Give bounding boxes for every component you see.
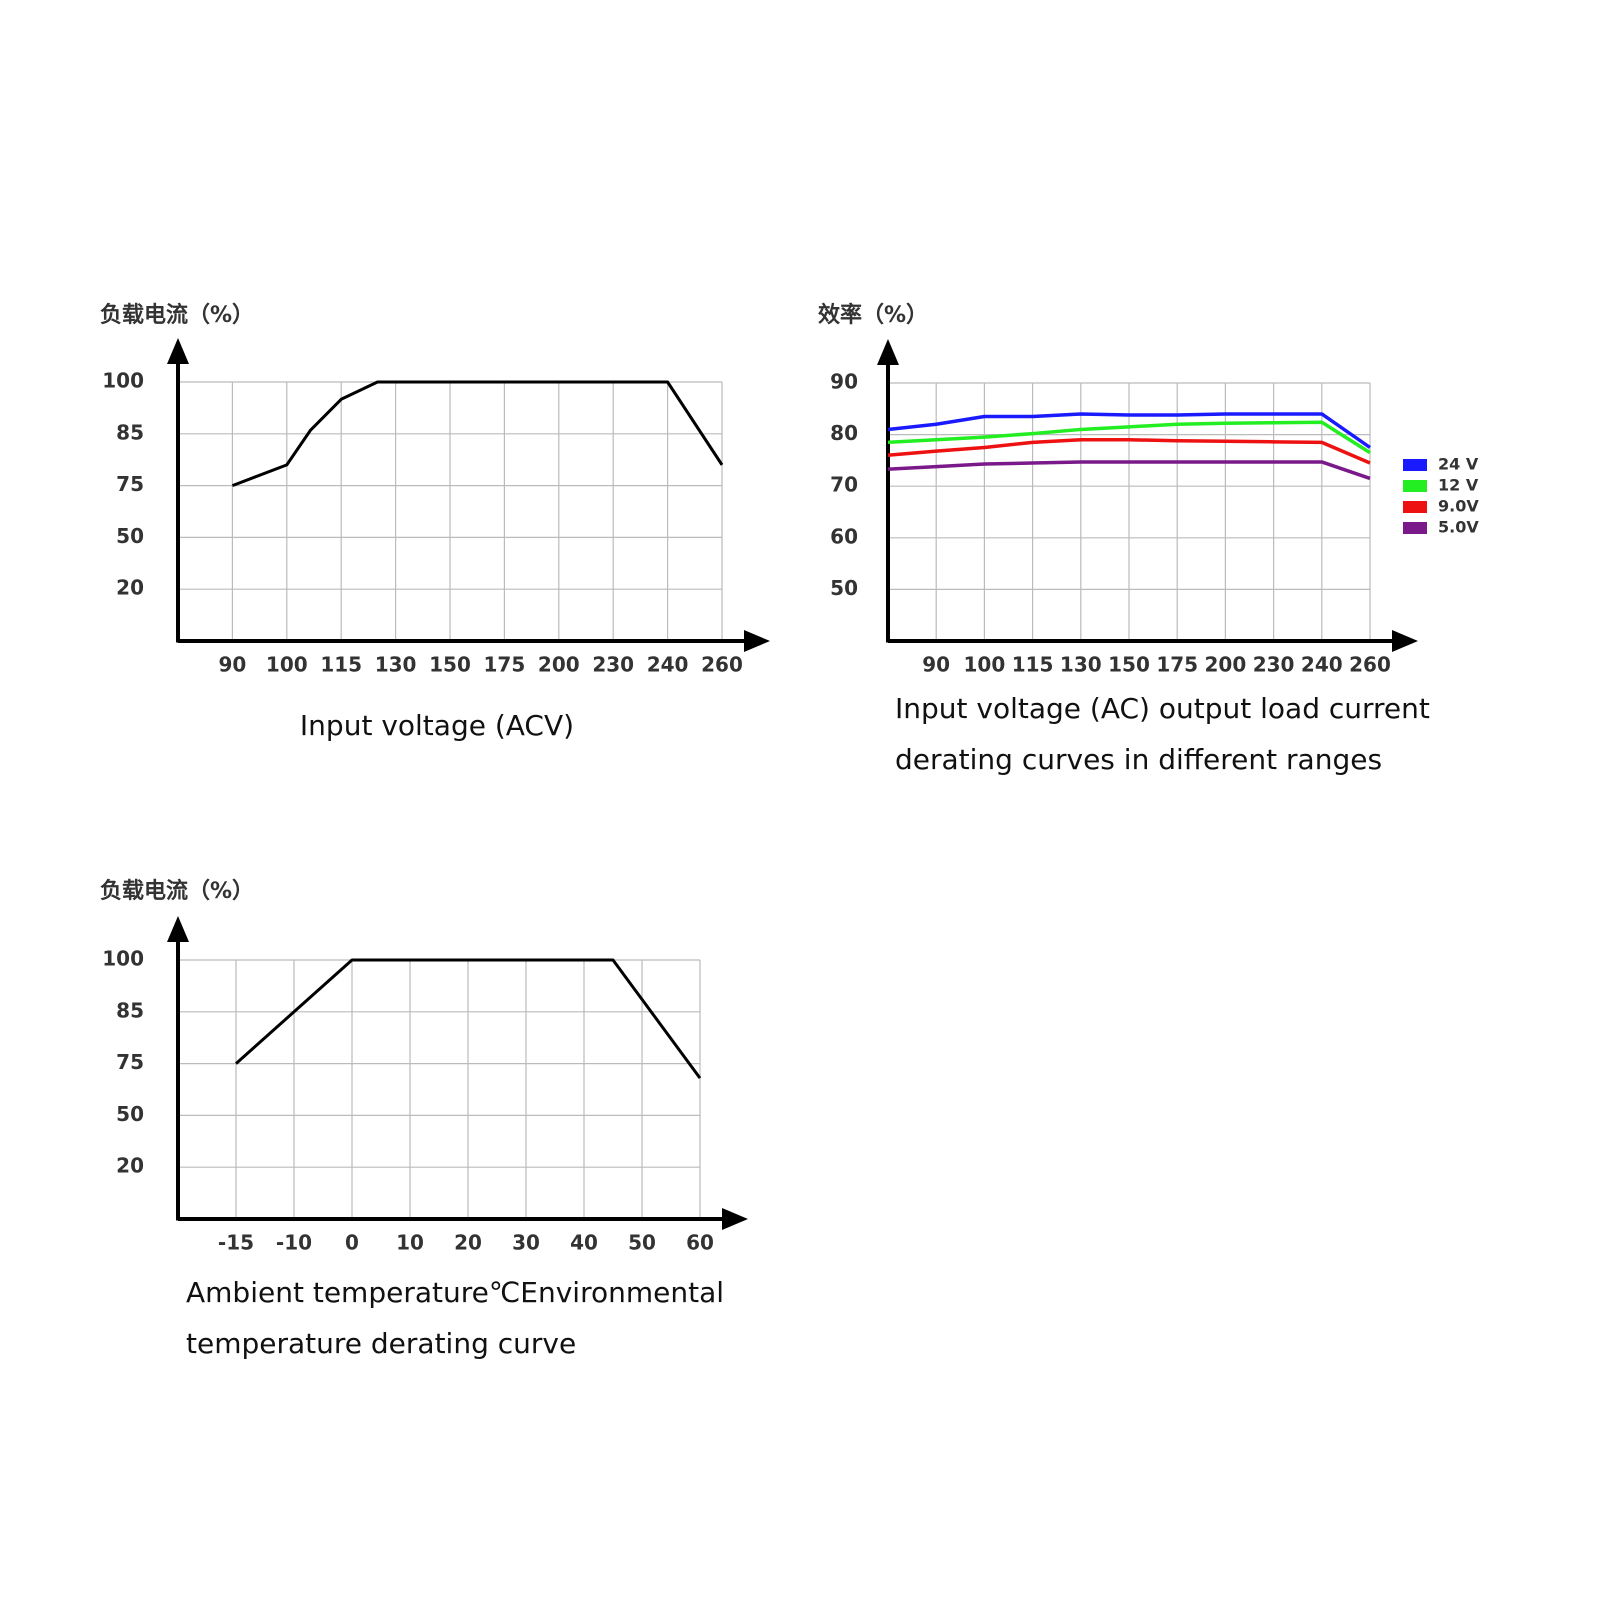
data-line (887, 460, 1371, 481)
y-tick-label: 85 (116, 420, 144, 444)
x-tick-label: 100 (964, 653, 1006, 677)
x-tick-label: 260 (1349, 653, 1391, 677)
x-tick-label: 0 (345, 1231, 359, 1255)
y-tick-label: 50 (116, 524, 144, 548)
legend-label: 5.0V (1438, 518, 1479, 537)
x-tick-label: 260 (701, 653, 743, 677)
legend-swatch (1403, 459, 1427, 471)
data-line (887, 412, 1371, 449)
y-tick-label: 100 (102, 369, 144, 393)
legend-label: 9.0V (1438, 497, 1479, 516)
legend-swatch (1403, 522, 1427, 534)
x-tick-label: 230 (592, 653, 634, 677)
x-axis-arrow (1392, 630, 1418, 652)
y-tick-label: 70 (830, 473, 858, 497)
y-tick-label: 90 (830, 370, 858, 394)
caption: temperature derating curve (186, 1327, 576, 1360)
x-tick-label: 240 (1301, 653, 1343, 677)
y-tick-label: 100 (102, 947, 144, 971)
legend-swatch (1403, 480, 1427, 492)
y-tick-label: 50 (116, 1102, 144, 1126)
x-tick-label: 90 (922, 653, 950, 677)
x-tick-label: 230 (1253, 653, 1295, 677)
x-tick-label: 130 (1060, 653, 1102, 677)
x-tick-label: 200 (1205, 653, 1247, 677)
legend-swatch (1403, 501, 1427, 513)
y-tick-label: 50 (830, 576, 858, 600)
x-tick-label: 40 (570, 1231, 598, 1255)
y-axis-arrow (167, 916, 189, 942)
caption: derating curves in different ranges (895, 743, 1382, 776)
y-tick-label: 75 (116, 472, 144, 496)
y-axis-title: 效率（%） (818, 302, 928, 328)
x-tick-label: -15 (218, 1231, 254, 1255)
x-tick-label: 150 (429, 653, 471, 677)
x-tick-label: 115 (320, 653, 362, 677)
caption: Input voltage (ACV) (300, 709, 574, 742)
x-tick-label: 175 (484, 653, 526, 677)
caption: Ambient temperature℃Environmental (186, 1276, 724, 1309)
y-axis-arrow (877, 339, 899, 365)
y-axis-title: 负载电流（%） (100, 878, 254, 904)
x-tick-label: 100 (266, 653, 308, 677)
data-line (231, 380, 724, 488)
x-tick-label: 30 (512, 1231, 540, 1255)
caption: Input voltage (AC) output load current (895, 692, 1430, 725)
x-tick-label: 50 (628, 1231, 656, 1255)
y-tick-label: 80 (830, 421, 858, 445)
legend-label: 12 V (1438, 476, 1479, 495)
y-axis-arrow (167, 338, 189, 364)
y-tick-label: 60 (830, 524, 858, 548)
data-line (235, 958, 702, 1079)
x-tick-label: 115 (1012, 653, 1054, 677)
x-axis-arrow (722, 1208, 748, 1230)
x-tick-label: 240 (647, 653, 689, 677)
x-tick-label: 200 (538, 653, 580, 677)
legend-label: 24 V (1438, 455, 1479, 474)
x-axis-arrow (744, 630, 770, 652)
x-tick-label: 20 (454, 1231, 482, 1255)
x-tick-label: 90 (218, 653, 246, 677)
x-tick-label: 60 (686, 1231, 714, 1255)
y-tick-label: 85 (116, 998, 144, 1022)
data-line (887, 438, 1371, 465)
x-tick-label: -10 (276, 1231, 312, 1255)
data-line (887, 420, 1371, 455)
y-axis-title: 负载电流（%） (100, 302, 254, 328)
x-tick-label: 130 (375, 653, 417, 677)
x-tick-label: 10 (396, 1231, 424, 1255)
x-tick-label: 175 (1156, 653, 1198, 677)
y-tick-label: 20 (116, 1154, 144, 1178)
y-tick-label: 20 (116, 576, 144, 600)
x-tick-label: 150 (1108, 653, 1150, 677)
y-tick-label: 75 (116, 1050, 144, 1074)
